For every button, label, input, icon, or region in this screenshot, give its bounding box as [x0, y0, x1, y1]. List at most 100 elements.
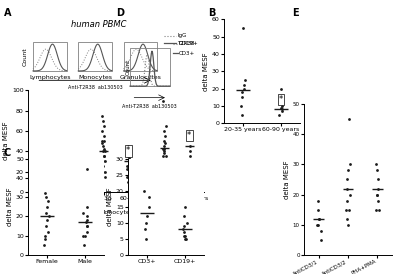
- Text: A: A: [4, 8, 12, 18]
- Point: [84, 166, 90, 171]
- Point: [40, 159, 46, 164]
- Point: [187, 159, 194, 164]
- Point: [346, 207, 352, 212]
- Point: [314, 222, 321, 227]
- Point: [99, 169, 106, 174]
- Point: [80, 210, 86, 215]
- Point: [163, 124, 169, 128]
- Point: [124, 167, 130, 172]
- Point: [126, 175, 133, 179]
- Point: [99, 129, 106, 133]
- Text: *: *: [187, 131, 192, 140]
- Point: [343, 177, 350, 182]
- Point: [161, 151, 168, 155]
- Point: [373, 192, 380, 197]
- Point: [125, 179, 132, 184]
- Point: [344, 186, 350, 191]
- Point: [240, 26, 246, 30]
- Point: [126, 156, 132, 161]
- Point: [38, 169, 44, 174]
- Point: [144, 214, 150, 219]
- Point: [81, 243, 87, 247]
- Point: [318, 238, 324, 242]
- Point: [375, 177, 381, 182]
- Point: [375, 186, 381, 191]
- Point: [183, 237, 189, 241]
- Point: [125, 144, 132, 149]
- Point: [278, 86, 284, 91]
- Y-axis label: delta MESF: delta MESF: [4, 122, 10, 160]
- Text: CD3+: CD3+: [179, 51, 195, 56]
- Point: [373, 207, 380, 212]
- Text: *: *: [126, 146, 130, 155]
- Text: D: D: [116, 8, 124, 18]
- Point: [187, 149, 193, 153]
- Point: [240, 83, 247, 87]
- Text: Granulocytes: Granulocytes: [156, 210, 198, 215]
- Point: [43, 224, 49, 228]
- Point: [276, 112, 282, 117]
- Point: [63, 181, 69, 186]
- Point: [99, 114, 106, 118]
- Point: [279, 104, 286, 108]
- Point: [239, 95, 245, 99]
- Point: [317, 229, 324, 233]
- Point: [125, 164, 132, 169]
- Point: [82, 220, 89, 224]
- Point: [102, 149, 108, 153]
- Point: [63, 185, 69, 189]
- Point: [84, 218, 90, 222]
- Point: [186, 178, 193, 182]
- Point: [314, 222, 320, 227]
- Point: [347, 162, 353, 167]
- Point: [64, 178, 70, 182]
- Text: Anti-T2R38  ab130503: Anti-T2R38 ab130503: [122, 104, 177, 110]
- Point: [146, 195, 152, 199]
- Point: [84, 205, 90, 209]
- Point: [141, 189, 148, 193]
- Point: [184, 164, 191, 169]
- Text: Monocytes: Monocytes: [78, 75, 112, 80]
- Point: [181, 233, 188, 238]
- Bar: [130, 48, 170, 86]
- Point: [182, 205, 188, 209]
- Y-axis label: delta MESF: delta MESF: [203, 52, 209, 90]
- Point: [143, 237, 149, 241]
- Point: [163, 159, 170, 164]
- Point: [64, 185, 70, 189]
- Point: [126, 159, 132, 164]
- Point: [84, 224, 90, 228]
- Text: E: E: [292, 8, 299, 18]
- Point: [124, 164, 130, 169]
- Text: B: B: [208, 8, 215, 18]
- Point: [100, 159, 106, 164]
- Point: [181, 214, 187, 219]
- Point: [181, 224, 187, 228]
- Point: [344, 216, 350, 221]
- Point: [185, 175, 191, 179]
- Bar: [33, 42, 66, 71]
- Y-axis label: delta MESF: delta MESF: [284, 160, 290, 199]
- Point: [38, 175, 45, 179]
- Point: [84, 214, 90, 219]
- Point: [40, 179, 47, 184]
- Text: Granulocytes: Granulocytes: [119, 75, 161, 80]
- Point: [242, 78, 248, 82]
- Point: [142, 227, 148, 232]
- Point: [161, 144, 168, 149]
- Point: [345, 168, 351, 173]
- Point: [185, 164, 191, 169]
- Point: [84, 224, 90, 228]
- Point: [182, 237, 188, 241]
- Point: [41, 164, 47, 169]
- Point: [161, 149, 167, 153]
- Point: [42, 191, 48, 196]
- Point: [315, 207, 321, 212]
- Y-axis label: delta MESF: delta MESF: [107, 188, 113, 226]
- Point: [126, 169, 133, 174]
- Point: [82, 233, 88, 238]
- Text: Anti-T2R38  ab130503: Anti-T2R38 ab130503: [68, 85, 122, 90]
- Text: C: C: [4, 148, 11, 158]
- Point: [239, 90, 245, 94]
- Point: [372, 162, 379, 167]
